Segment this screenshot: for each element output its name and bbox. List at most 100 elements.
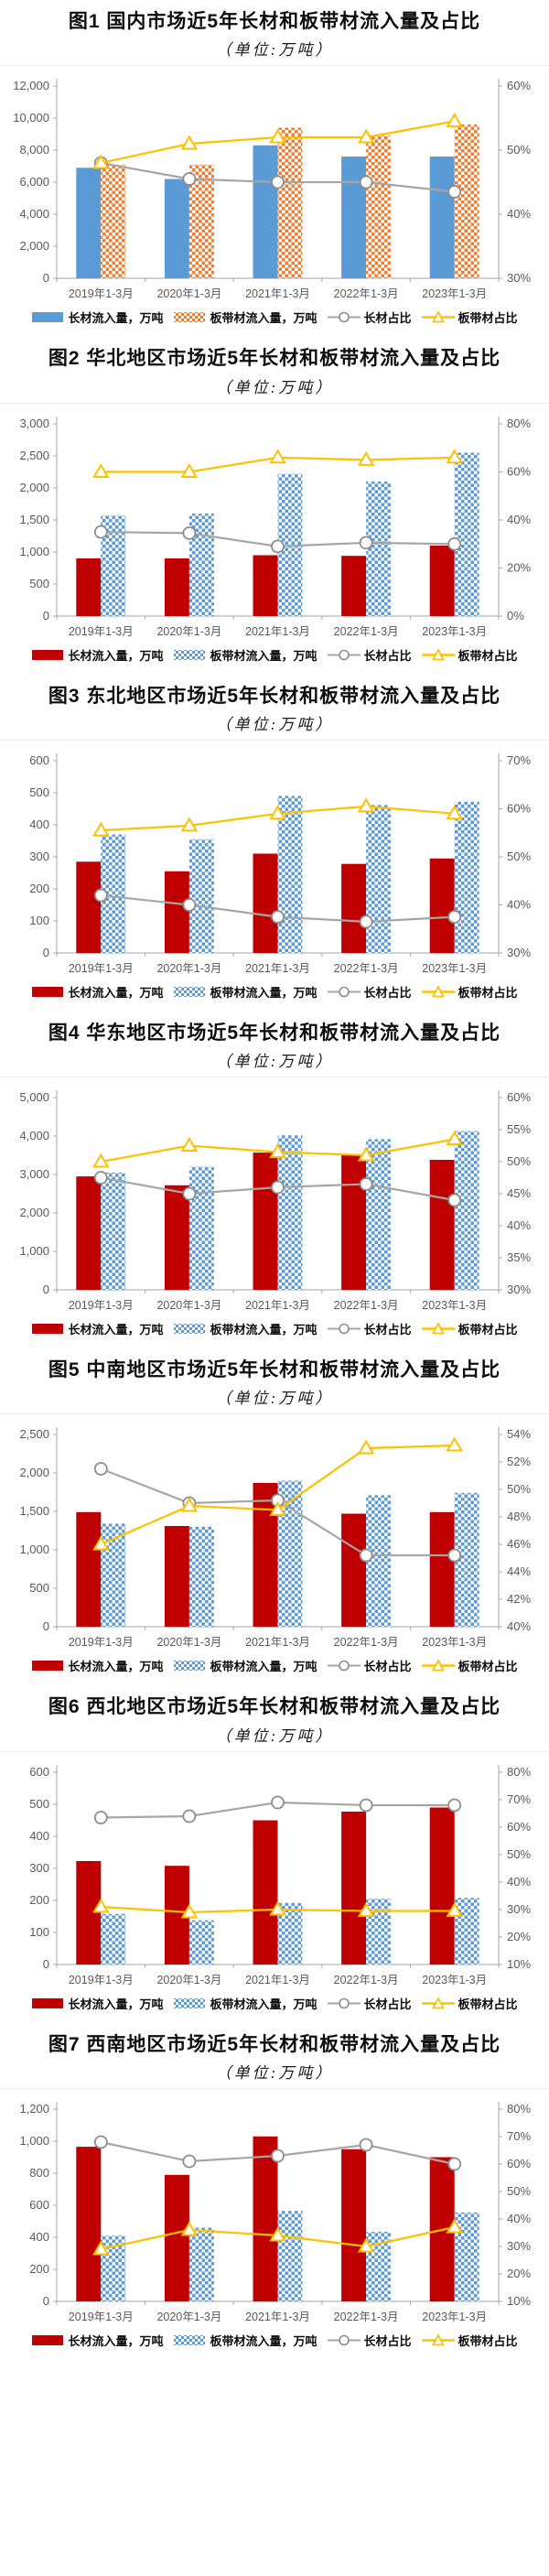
svg-text:2020年1-3月: 2020年1-3月 [156,962,221,975]
chart-title: 图3 东北地区市场近5年长材和板带材流入量及占比 [48,685,501,707]
svg-text:20%: 20% [507,560,531,574]
legend-label: 板带材流入量，万吨 [210,311,318,326]
svg-text:1,000: 1,000 [19,2134,49,2148]
legend-item-long-products: 长材流入量，万吨 [31,1657,163,1674]
legend-item-plate-share: 板带材占比 [421,2332,518,2349]
svg-text:54%: 54% [507,1427,531,1441]
svg-text:0: 0 [43,609,49,622]
svg-text:100: 100 [29,1925,49,1939]
legend-label: 长材占比 [363,1660,412,1674]
svg-text:1,000: 1,000 [19,545,49,558]
svg-text:2021年1-3月: 2021年1-3月 [245,962,310,975]
circle-line-marker-icon [327,310,361,324]
svg-text:600: 600 [29,753,49,767]
plot-area: 0 500 1,000 1,500 2,000 2,500 40% 42% 44% 46% 48% 5… [0,1413,549,1657]
svg-text:60%: 60% [507,1090,531,1104]
svg-text:1,000: 1,000 [19,1244,49,1258]
chart-title: 图7 西南地区市场近5年长材和板带材流入量及占比 [48,2033,501,2055]
legend-item-plate-share: 板带材占比 [421,646,518,664]
svg-text:2,000: 2,000 [19,481,49,494]
legend-item-long-share: 长材占比 [327,646,412,664]
svg-text:40%: 40% [507,207,531,221]
svg-text:2023年1-3月: 2023年1-3月 [422,1636,487,1649]
svg-text:50%: 50% [507,1482,531,1496]
svg-text:55%: 55% [507,1122,531,1136]
svg-text:500: 500 [29,577,49,590]
combo-chart: 0 500 1,000 1,500 2,000 2,500 40% 42% 44% 46% 48% 5… [19,1427,531,1649]
solid-bar-swatch [31,1322,65,1336]
chart-unit-subtitle: （单位:万吨） [215,41,334,60]
svg-text:10,000: 10,000 [13,111,49,124]
svg-text:200: 200 [29,1893,49,1907]
svg-text:50%: 50% [507,2184,531,2198]
svg-text:2019年1-3月: 2019年1-3月 [69,1974,134,1986]
svg-text:50%: 50% [507,1847,531,1861]
svg-text:2019年1-3月: 2019年1-3月 [69,1299,134,1312]
legend-item-plate-strip: 板带材流入量，万吨 [173,2332,318,2349]
svg-text:2022年1-3月: 2022年1-3月 [334,962,399,975]
svg-text:4,000: 4,000 [19,1129,49,1142]
chart-unit-subtitle: （单位:万吨） [215,715,334,733]
legend-label: 长材流入量，万吨 [68,1997,164,2011]
chart-title: 图4 华东地区市场近5年长材和板带材流入量及占比 [48,1022,501,1044]
svg-text:2023年1-3月: 2023年1-3月 [422,1299,487,1312]
chart-legend: 长材流入量，万吨 板带材流入量，万吨 长材占比 板带材占比 [0,1657,549,1674]
svg-text:2,000: 2,000 [19,1466,49,1479]
circle-line-marker-icon [327,2333,361,2347]
svg-text:300: 300 [29,850,49,863]
svg-text:80%: 80% [507,2102,531,2116]
chart-legend: 长材流入量，万吨 板带材流入量，万吨 长材占比 板带材占比 [0,2332,549,2349]
legend-item-plate-share: 板带材占比 [421,308,518,326]
svg-text:2023年1-3月: 2023年1-3月 [422,287,487,300]
svg-text:500: 500 [29,1581,49,1595]
svg-text:60%: 60% [507,464,531,478]
svg-text:50%: 50% [507,143,531,157]
svg-text:0: 0 [43,1957,49,1971]
svg-text:60%: 60% [507,1820,531,1834]
solid-bar-swatch [31,985,65,999]
legend-item-plate-share: 板带材占比 [421,1995,518,2012]
svg-text:30%: 30% [507,1902,531,1916]
svg-text:30%: 30% [507,271,531,285]
svg-text:2020年1-3月: 2020年1-3月 [156,2311,221,2323]
svg-text:300: 300 [29,1861,49,1875]
plot-area: 0 100 200 300 400 500 600 30% 40% 50% 60% 70% 2019年1… [0,739,549,983]
svg-text:44%: 44% [507,1564,531,1578]
svg-text:10%: 10% [507,2294,531,2308]
svg-text:46%: 46% [507,1537,531,1551]
svg-text:1,500: 1,500 [19,1504,49,1518]
svg-text:400: 400 [29,817,49,831]
svg-text:50%: 50% [507,850,531,863]
svg-text:60%: 60% [507,801,531,815]
chart-unit-subtitle: （单位:万吨） [215,378,334,396]
solid-bar-swatch [31,310,65,324]
figure-6-northwest: 图6 西北地区市场近5年长材和板带材流入量及占比 （单位:万吨） 0 100 200… [0,1685,549,2022]
svg-text:2021年1-3月: 2021年1-3月 [245,1299,310,1312]
legend-label: 板带材流入量，万吨 [210,985,318,1000]
legend-label: 板带材流入量，万吨 [210,1660,318,1674]
svg-text:30%: 30% [507,2239,531,2253]
svg-text:35%: 35% [507,1250,531,1264]
svg-text:2022年1-3月: 2022年1-3月 [334,287,399,300]
legend-label: 板带材占比 [458,1997,518,2011]
svg-text:3,000: 3,000 [19,1167,49,1181]
legend-item-plate-share: 板带材占比 [421,1657,518,1674]
legend-item-plate-share: 板带材占比 [421,1320,518,1337]
svg-text:2021年1-3月: 2021年1-3月 [245,2311,310,2323]
svg-text:5,000: 5,000 [19,1090,49,1104]
svg-text:100: 100 [29,914,49,927]
svg-text:2020年1-3月: 2020年1-3月 [156,1299,221,1312]
svg-text:50%: 50% [507,1154,531,1168]
svg-text:12,000: 12,000 [13,79,49,92]
circle-line-marker-icon [327,1322,361,1336]
svg-text:48%: 48% [507,1510,531,1523]
svg-text:0: 0 [43,1283,49,1296]
legend-label: 长材流入量，万吨 [68,985,164,1000]
svg-text:2022年1-3月: 2022年1-3月 [334,625,399,638]
svg-text:0: 0 [43,271,49,285]
svg-text:40%: 40% [507,897,531,911]
figure-4-east-china: 图4 华东地区市场近5年长材和板带材流入量及占比 （单位:万吨） 0 1,000 2… [0,1012,549,1348]
svg-text:30%: 30% [507,946,531,959]
legend-item-long-products: 长材流入量，万吨 [31,983,163,1001]
legend-item-long-share: 长材占比 [327,1657,412,1674]
